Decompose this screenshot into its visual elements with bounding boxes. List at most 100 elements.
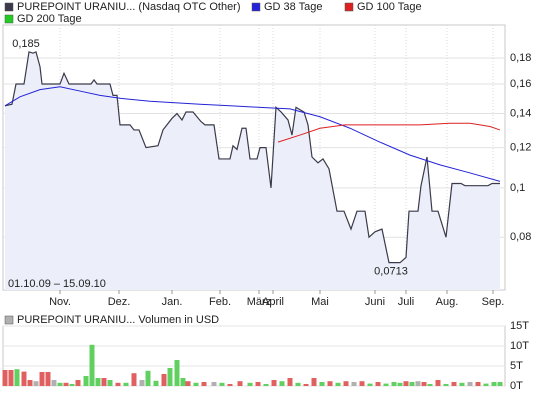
volume-bar — [219, 382, 225, 386]
legend-label: GD 38 Tage — [264, 1, 323, 13]
min-annotation: 0,0713 — [374, 266, 408, 278]
y-tick-label: 15T — [510, 320, 529, 332]
volume-bar — [95, 378, 101, 386]
x-tick-label: März — [247, 296, 271, 308]
volume-bar — [145, 370, 151, 386]
volume-bar — [107, 380, 113, 386]
volume-bar — [435, 380, 441, 386]
volume-bar — [27, 380, 33, 386]
x-tick-label: Mai — [311, 296, 329, 308]
volume-bar — [167, 368, 173, 386]
x-tick-label: April — [262, 296, 284, 308]
series-line — [4, 86, 501, 182]
volume-bar — [287, 378, 293, 386]
legend-label: PUREPOINT URANIU... (Nasdaq OTC Other) — [17, 1, 241, 13]
legend-swatch — [251, 2, 261, 12]
volume-bar — [2, 370, 8, 386]
volume-bar — [33, 381, 39, 386]
volume-bar — [415, 381, 421, 386]
date-range: 01.10.09 – 15.09.10 — [8, 278, 106, 290]
y-tick-label: 0,12 — [510, 142, 531, 154]
legend-label: GD 100 Tage — [357, 1, 422, 13]
volume-bar — [180, 378, 186, 386]
volume-bar — [174, 360, 180, 386]
volume-bar — [255, 382, 261, 386]
x-tick-label: Jan. — [162, 296, 183, 308]
volume-bar — [14, 369, 20, 386]
x-tick-label: Dez. — [108, 296, 131, 308]
volume-bar — [39, 372, 45, 386]
volume-bar — [271, 380, 277, 386]
volume-bar — [131, 373, 137, 386]
volume-bar — [335, 382, 341, 386]
volume-bar — [123, 382, 129, 386]
volume-bar — [69, 384, 75, 386]
x-tick-label: Nov. — [49, 296, 71, 308]
volume-bar — [303, 384, 309, 386]
legend-swatch — [344, 2, 354, 12]
volume-bar — [211, 382, 217, 386]
volume-bar — [247, 382, 253, 386]
volume-bar — [343, 381, 349, 386]
price-area — [5, 51, 500, 291]
volume-bar — [383, 383, 389, 386]
volume-bar — [403, 381, 409, 386]
x-tick-label: Feb. — [209, 296, 231, 308]
legend-swatch — [4, 315, 14, 325]
volume-bar — [8, 370, 14, 386]
x-tick-label: Juli — [398, 296, 415, 308]
volume-bar — [427, 384, 433, 386]
volume-bar — [51, 380, 57, 386]
y-tick-label: 0T — [510, 380, 523, 392]
volume-bar — [57, 382, 63, 386]
volume-bar — [467, 382, 473, 386]
y-tick-label: 0,18 — [510, 52, 531, 64]
volume-bar — [89, 344, 95, 386]
volume-bar — [161, 374, 167, 386]
volume-bar — [201, 382, 207, 386]
volume-bar — [185, 381, 191, 386]
volume-bar — [351, 382, 357, 386]
legend-swatch — [4, 2, 14, 12]
volume-bar — [101, 378, 107, 386]
volume-bar — [295, 382, 301, 386]
legend-swatch — [4, 14, 14, 24]
volume-bar — [397, 382, 403, 386]
volume-bar — [263, 384, 269, 386]
x-tick-label: Aug. — [436, 296, 459, 308]
volume-bar — [497, 382, 503, 386]
volume-frame — [2, 325, 506, 387]
volume-bar — [21, 371, 27, 386]
volume-bar — [153, 380, 159, 386]
volume-bar — [375, 382, 381, 386]
volume-bar — [311, 378, 317, 386]
volume-bar — [409, 382, 415, 386]
volume-bar — [443, 384, 449, 386]
volume-bar — [367, 383, 373, 386]
y-tick-label: 0,08 — [510, 231, 531, 243]
volume-bar — [451, 382, 457, 386]
y-tick-label: 0,14 — [510, 107, 531, 119]
volume-title: PUREPOINT URANIU... Volumen in USD — [17, 314, 219, 326]
x-tick-label: Sep. — [482, 296, 505, 308]
max-annotation: 0,185 — [12, 38, 40, 50]
y-tick-label: 10T — [510, 340, 529, 352]
volume-bar — [139, 380, 145, 386]
volume-bar — [491, 382, 497, 386]
volume-bar — [227, 384, 233, 386]
x-tick-label: Juni — [365, 296, 385, 308]
volume-bar — [75, 380, 81, 386]
volume-bar — [115, 382, 121, 386]
volume-bar — [391, 382, 397, 386]
series-line — [4, 51, 500, 264]
volume-bar — [319, 382, 325, 386]
volume-bar — [193, 382, 199, 386]
volume-bar — [475, 382, 481, 386]
legend-label: GD 200 Tage — [17, 13, 82, 25]
y-tick-label: 5T — [510, 360, 523, 372]
volume-bar — [237, 381, 243, 386]
y-tick-label: 0,16 — [510, 78, 531, 90]
volume-bar — [63, 382, 69, 386]
